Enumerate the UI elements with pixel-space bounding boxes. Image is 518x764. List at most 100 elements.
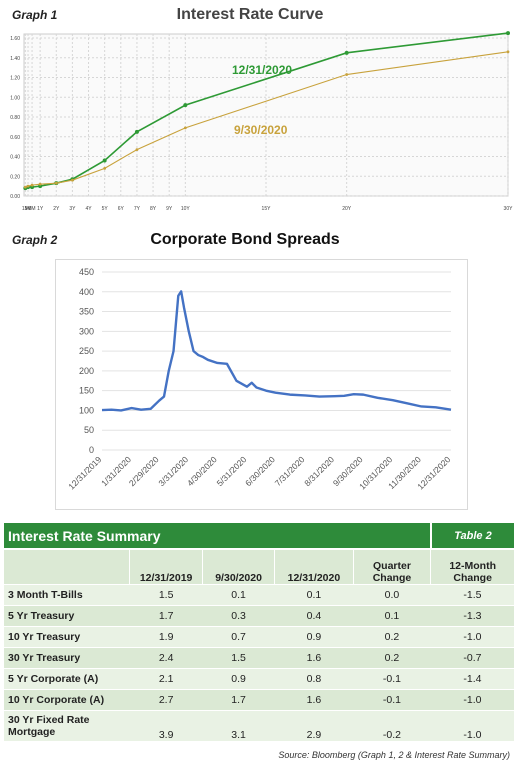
cell: 0.9 [202,668,275,690]
corporate-bond-spreads-chart: 05010015020025030035040045012/31/20191/3… [66,267,452,491]
data-point [134,129,139,134]
row-name: 30 Yr Fixed Rate Mortgage [4,710,130,741]
x-tick-label: 15Y [262,206,272,212]
column-header-blank [4,548,130,585]
cell: 1.5 [202,647,275,669]
graph2-title: Corporate Bond Spreads [150,231,340,248]
series-label-9-30-2020: 9/30/2020 [234,123,288,137]
cell: 1.5 [129,584,203,606]
row-name: 5 Yr Corporate (A) [4,668,130,690]
table-row: 10 Yr Treasury 1.9 0.7 0.9 0.2 -1.0 [4,626,514,648]
table-row: 30 Yr Fixed Rate Mortgage 3.9 3.1 2.9 -0… [4,710,514,741]
data-point [103,166,107,170]
data-point [135,148,139,151]
column-header: Quarter Change [352,548,431,585]
cell: -0.1 [353,668,431,690]
table-tag: Table 2 [429,523,514,549]
cell: -0.2 [353,710,431,741]
data-point [23,185,27,189]
x-tick-label: 7/31/2020 [273,454,307,488]
cell: -0.7 [430,647,514,669]
cell: 0.2 [353,647,431,669]
y-tick-label: 250 [79,346,94,356]
table-row: 30 Yr Treasury 2.4 1.5 1.6 0.2 -0.7 [4,647,514,669]
cell: 0.4 [274,605,354,627]
table-row: 3 Month T-Bills 1.5 0.1 0.1 0.0 -1.5 [4,584,514,606]
data-point [344,50,349,55]
cell: 0.1 [353,605,431,627]
cell: -1.5 [430,584,514,606]
y-tick-label: 1.40 [10,56,20,62]
cell: 0.8 [274,668,354,690]
x-tick-label: 6M [29,206,36,212]
x-tick-label: 30Y [504,206,514,212]
data-point [71,178,74,182]
chart2-frame: 0 50 100 150 200 250 300 350 400 450 12/31/2019 1/3… [55,259,468,510]
data-point [30,183,34,187]
graph2-label: Graph 2 [12,233,58,247]
table-row: 5 Yr Corporate (A) 2.1 0.9 0.8 -0.1 -1.4 [4,668,514,690]
y-tick-label: 0.40 [10,155,20,161]
y-tick-label: 0.60 [10,135,20,141]
y-tick-label: 1.20 [10,76,20,82]
data-point [183,126,187,130]
interest-rate-summary-table: Interest Rate Summary Table 2 12/31/2019… [4,523,514,741]
cell: 0.0 [353,584,431,606]
cell: -1.0 [430,626,514,648]
cell: 3.9 [129,710,203,741]
x-tick-label: 20Y [342,206,352,212]
data-point [26,184,30,188]
cell: 0.1 [274,584,354,606]
cell: 0.2 [353,626,431,648]
x-tick-label: 1Y [37,206,44,212]
cell: 2.4 [129,647,203,669]
x-tick-label: 6/30/2020 [243,454,277,488]
y-tick-label: 1.00 [10,95,20,101]
cell: 1.9 [129,626,203,648]
row-name: 30 Yr Treasury [4,647,130,669]
cell: 0.1 [202,584,275,606]
data-point [345,73,349,76]
cell: 2.1 [129,668,203,690]
cell: 1.7 [129,605,203,627]
column-header: 12/31/2020 [274,548,354,585]
cell: 0.3 [202,605,275,627]
y-tick-label: 400 [79,287,94,297]
column-header: 9/30/2020 [201,548,275,585]
x-tick-label: 8Y [150,206,157,212]
source-note: Source: Bloomberg (Graph 1, 2 & Interest… [278,750,510,760]
x-tick-label: 8/31/2020 [302,454,336,488]
graph1-title: Interest Rate Curve [176,6,324,23]
table-row: 10 Yr Corporate (A) 2.7 1.7 1.6 -0.1 -1.… [4,689,514,711]
graph1-label: Graph 1 [12,8,58,22]
cell: -1.0 [430,689,514,711]
y-tick-label: 350 [79,307,94,317]
table-row: 5 Yr Treasury 1.7 0.3 0.4 0.1 -1.3 [4,605,514,627]
data-point [183,103,188,108]
column-header-row: 12/31/2019 9/30/2020 12/31/2020 Quarter … [4,548,514,585]
x-tick-label: 2/29/2020 [127,454,161,488]
x-tick-label: 4/30/2020 [185,454,219,488]
cell: -0.1 [353,689,431,711]
cell: -1.3 [430,605,514,627]
row-name: 5 Yr Treasury [4,605,130,627]
x-tick-label: 7Y [134,206,141,212]
y-tick-label: 150 [79,386,94,396]
y-tick-label: 200 [79,366,94,376]
data-point [38,182,42,186]
cell: 1.7 [202,689,275,711]
spread-series-line [101,290,452,412]
x-tick-label: 4Y [85,206,92,212]
x-tick-label: 3M [25,206,32,212]
cell: 1.6 [274,689,354,711]
y-tick-label: 300 [79,326,94,336]
data-point [102,158,107,163]
cell: 0.7 [202,626,275,648]
interest-rate-curve-chart: 0.00 0.20 0.40 0.60 0.80 1.00 1.20 1.40 1.60 1M3M… [10,31,514,212]
cell: 1.6 [274,647,354,669]
cell: 2.7 [129,689,203,711]
x-tick-label: 5Y [102,206,109,212]
x-tick-label: 3Y [69,206,76,212]
data-point [54,181,58,185]
series-label-12-31-2020: 12/31/2020 [232,63,292,77]
